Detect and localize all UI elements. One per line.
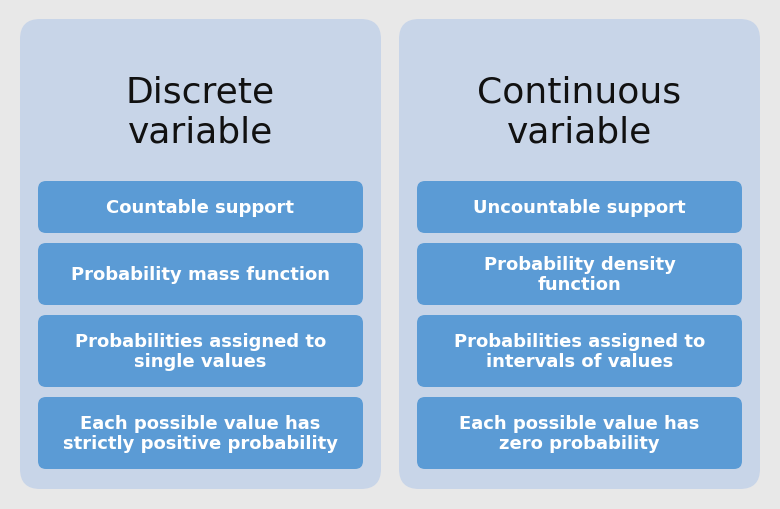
- FancyBboxPatch shape: [417, 316, 742, 387]
- Text: Probabilities assigned to
intervals of values: Probabilities assigned to intervals of v…: [454, 332, 705, 371]
- Text: Continuous
variable: Continuous variable: [477, 76, 682, 149]
- Text: Discrete
variable: Discrete variable: [126, 76, 275, 149]
- FancyBboxPatch shape: [417, 397, 742, 469]
- FancyBboxPatch shape: [38, 243, 363, 305]
- Text: Each possible value has
zero probability: Each possible value has zero probability: [459, 414, 700, 453]
- Text: Probability density
function: Probability density function: [484, 255, 675, 294]
- FancyBboxPatch shape: [38, 316, 363, 387]
- Text: Countable support: Countable support: [107, 199, 295, 216]
- FancyBboxPatch shape: [38, 182, 363, 234]
- FancyBboxPatch shape: [417, 243, 742, 305]
- FancyBboxPatch shape: [399, 20, 760, 489]
- Text: Uncountable support: Uncountable support: [473, 199, 686, 216]
- FancyBboxPatch shape: [417, 182, 742, 234]
- FancyBboxPatch shape: [20, 20, 381, 489]
- Text: Probability mass function: Probability mass function: [71, 266, 330, 284]
- Text: Probabilities assigned to
single values: Probabilities assigned to single values: [75, 332, 326, 371]
- FancyBboxPatch shape: [38, 397, 363, 469]
- Text: Each possible value has
strictly positive probability: Each possible value has strictly positiv…: [63, 414, 338, 453]
